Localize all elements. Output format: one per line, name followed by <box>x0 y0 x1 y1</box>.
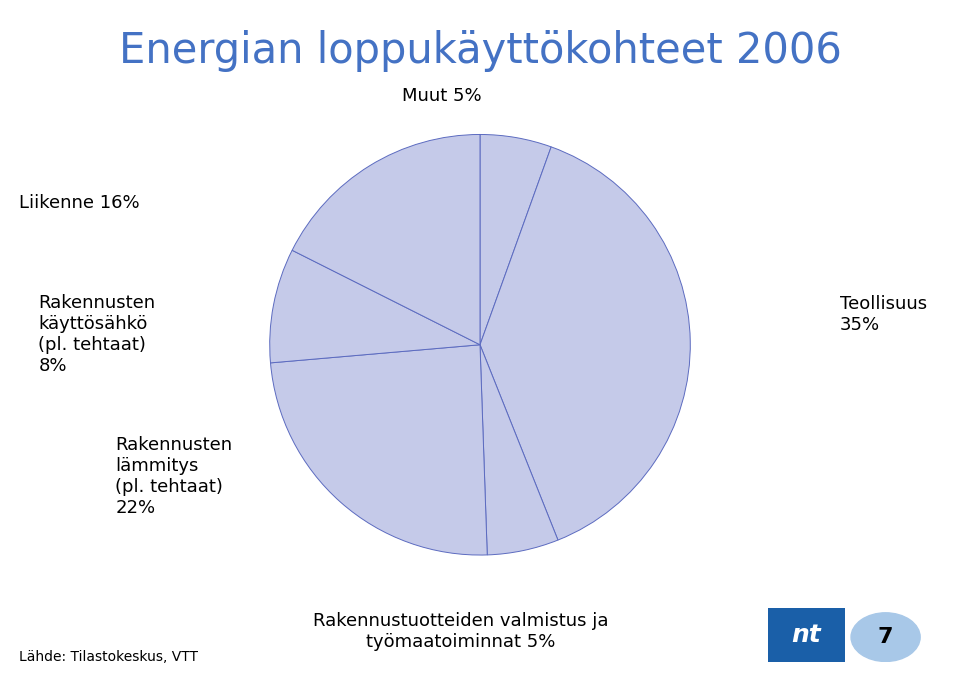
Wedge shape <box>271 345 488 555</box>
Text: Rakennusten
käyttösähkö
(pl. tehtaat)
8%: Rakennusten käyttösähkö (pl. tehtaat) 8% <box>38 295 156 375</box>
Wedge shape <box>480 147 690 540</box>
Text: nt: nt <box>792 623 821 648</box>
Wedge shape <box>480 345 558 555</box>
Wedge shape <box>480 135 551 345</box>
Text: Rakennusten
lämmitys
(pl. tehtaat)
22%: Rakennusten lämmitys (pl. tehtaat) 22% <box>115 437 232 516</box>
Wedge shape <box>292 135 480 345</box>
Text: Teollisuus
35%: Teollisuus 35% <box>840 295 927 334</box>
Text: Muut 5%: Muut 5% <box>402 87 481 105</box>
Wedge shape <box>270 250 480 363</box>
Circle shape <box>851 612 920 661</box>
Text: 7: 7 <box>877 627 894 647</box>
Text: Rakennustuotteiden valmistus ja
työmaatoiminnat 5%: Rakennustuotteiden valmistus ja työmaato… <box>313 612 609 650</box>
Text: Liikenne 16%: Liikenne 16% <box>18 194 139 212</box>
Text: Lähde: Tilastokeskus, VTT: Lähde: Tilastokeskus, VTT <box>19 650 198 664</box>
Text: Energian loppukäyttökohteet 2006: Energian loppukäyttökohteet 2006 <box>119 30 841 72</box>
